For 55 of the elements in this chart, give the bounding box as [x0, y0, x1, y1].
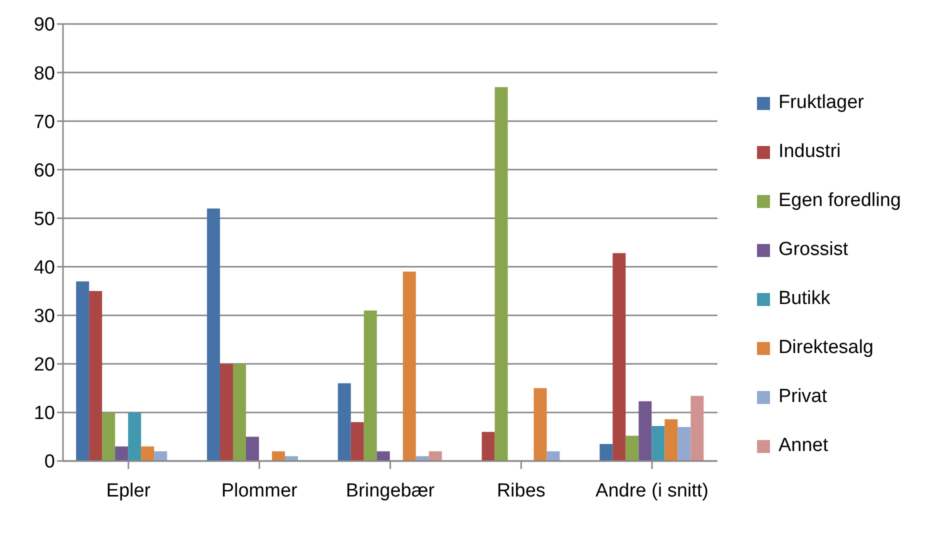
- legend-label: Egen foredling: [778, 190, 901, 212]
- bar: [626, 436, 639, 461]
- bar: [89, 291, 102, 461]
- bar: [128, 412, 142, 461]
- y-tick-label: 60: [34, 160, 55, 182]
- bar: [402, 272, 416, 461]
- bar: [678, 427, 691, 461]
- legend-label: Fruktlager: [778, 92, 864, 114]
- x-tick-label: Plommer: [221, 480, 298, 502]
- bar: [102, 412, 116, 461]
- y-tick-label: 10: [34, 403, 55, 424]
- bar: [338, 383, 351, 461]
- bar: [494, 87, 508, 461]
- bar: [76, 281, 90, 461]
- x-tick-label: Epler: [106, 480, 152, 502]
- bar: [154, 451, 168, 461]
- bar: [690, 396, 704, 461]
- bar: [364, 310, 377, 461]
- bar: [232, 364, 246, 461]
- bar: [546, 451, 560, 461]
- bar: [482, 432, 495, 461]
- bar: [612, 253, 626, 461]
- x-tick-label: Andre (i snitt): [596, 480, 708, 502]
- legend-label: Butikk: [778, 288, 830, 310]
- bar: [534, 388, 547, 461]
- bar: [246, 436, 259, 461]
- y-tick-label: 70: [34, 112, 55, 133]
- y-tick-label: 50: [34, 208, 55, 230]
- bar: [206, 208, 220, 461]
- y-tick-label: 80: [34, 63, 55, 84]
- legend-label: Industri: [778, 141, 841, 163]
- bar: [638, 401, 652, 461]
- bar: [115, 446, 128, 461]
- bar: [220, 364, 233, 461]
- bar: [350, 422, 364, 461]
- bar: [376, 451, 390, 461]
- bar: [600, 444, 613, 461]
- x-tick-label: Ribes: [496, 480, 546, 502]
- legend-label: Grossist: [778, 239, 848, 261]
- legend-label: Privat: [778, 386, 828, 408]
- bar: [284, 456, 298, 461]
- y-tick-label: 90: [34, 14, 55, 36]
- bar: [141, 446, 154, 461]
- bar: [428, 451, 442, 461]
- bar: [652, 426, 665, 461]
- x-tick-label: Bringebær: [346, 480, 436, 502]
- bar: [272, 451, 285, 461]
- bar: [416, 456, 429, 461]
- legend-label: Direktesalg: [778, 337, 874, 359]
- legend-label: Annet: [778, 435, 828, 457]
- y-tick-label: 40: [34, 258, 55, 279]
- bar: [664, 419, 678, 461]
- y-tick-label: 0: [44, 452, 55, 473]
- y-tick-label: 30: [34, 306, 55, 328]
- y-tick-label: 20: [34, 354, 55, 376]
